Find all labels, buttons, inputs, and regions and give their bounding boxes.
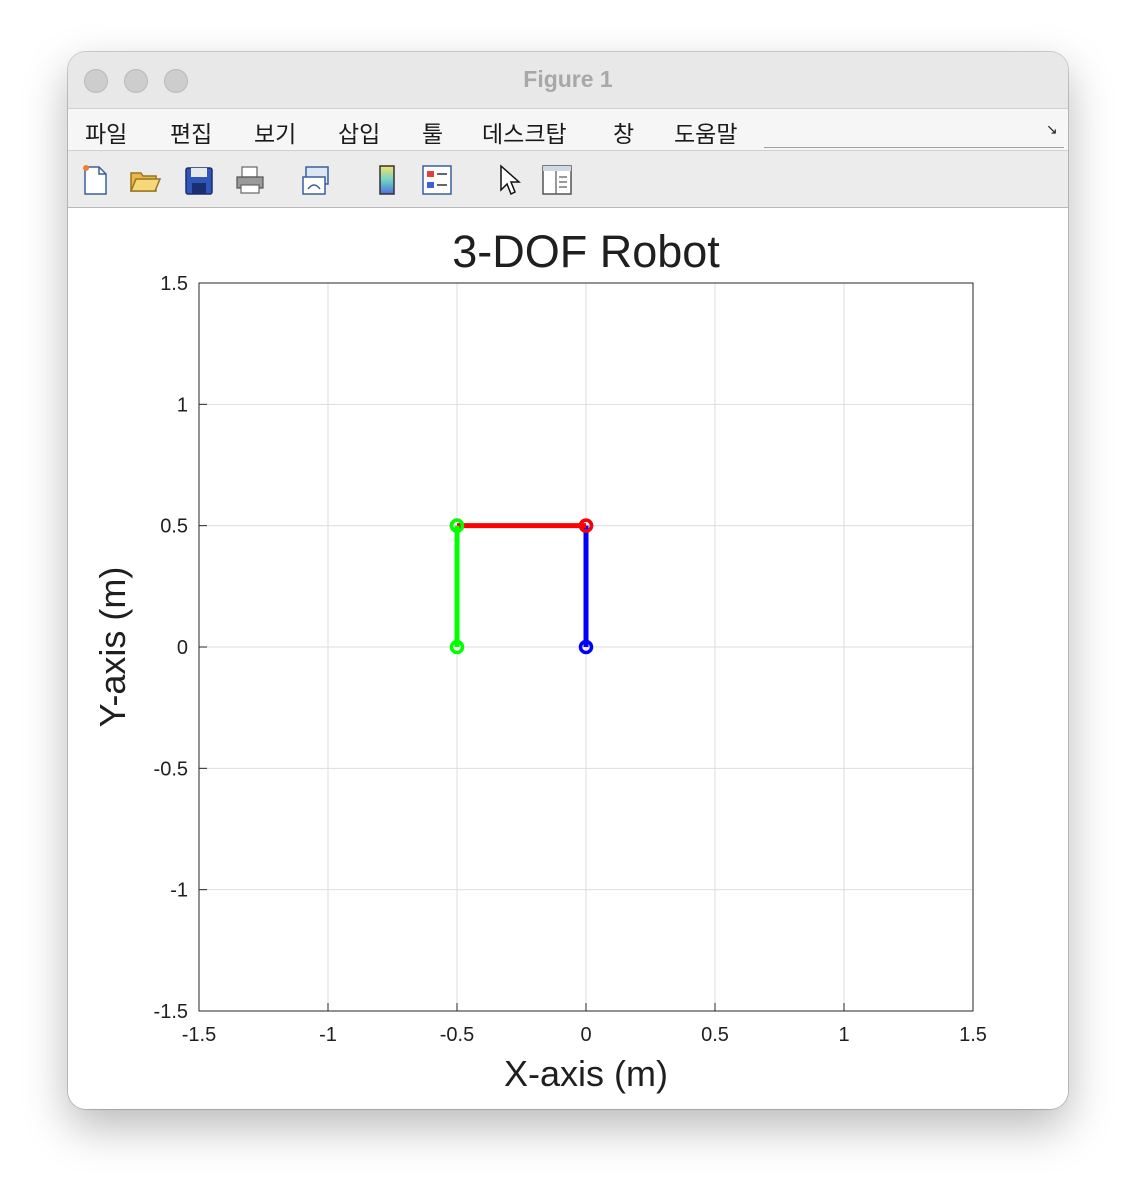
menu-file[interactable]: 파일 xyxy=(85,122,128,148)
x-tick-label: 0 xyxy=(580,1024,591,1046)
link-plot-icon[interactable] xyxy=(300,163,334,197)
x-axis-label: X-axis (m) xyxy=(504,1053,668,1094)
menu-view[interactable]: 보기 xyxy=(254,122,297,148)
y-tick-label: 0.5 xyxy=(160,516,188,538)
zoom-window-button[interactable] xyxy=(164,69,188,93)
menu-help[interactable]: 도움말 xyxy=(674,122,738,148)
joint-marker xyxy=(449,518,465,533)
figure-window: Figure 1 파일 편집 보기 삽입 툴 데스크탑 창 도움말 ↘ xyxy=(68,52,1068,1109)
joint-marker xyxy=(449,639,465,655)
y-tick-label: -1 xyxy=(170,880,188,902)
dock-arrow-icon[interactable]: ↘ xyxy=(1046,121,1058,137)
title-bar[interactable]: Figure 1 xyxy=(68,52,1068,109)
y-tick-label: -1.5 xyxy=(154,1001,188,1023)
joint-marker xyxy=(578,518,594,533)
minimize-window-button[interactable] xyxy=(124,69,148,93)
x-tick-label: 1.5 xyxy=(959,1024,987,1046)
joint-marker xyxy=(578,639,594,655)
plot-area: -1.5 -1 -0.5 0 0.5 1 1.5 -1.5 -1 -0.5 0 0.5 1 1.5 3-D… xyxy=(68,208,1068,1109)
figure-toolbar xyxy=(68,151,1068,208)
property-inspector-icon[interactable] xyxy=(540,163,574,197)
x-tick-label: 1 xyxy=(838,1024,849,1046)
legend-icon[interactable] xyxy=(420,163,454,197)
x-tick-label: -0.5 xyxy=(440,1024,474,1046)
menu-divider xyxy=(764,147,1064,148)
close-window-button[interactable] xyxy=(84,69,108,93)
menu-bar: 파일 편집 보기 삽입 툴 데스크탑 창 도움말 ↘ xyxy=(68,109,1068,151)
save-icon[interactable] xyxy=(182,163,216,197)
menu-tools[interactable]: 툴 xyxy=(422,122,444,148)
y-tick-label: 0 xyxy=(177,637,188,659)
print-icon[interactable] xyxy=(233,163,267,197)
y-axis-label: Y-axis (m) xyxy=(92,567,133,728)
colorbar-icon[interactable] xyxy=(370,163,404,197)
y-tick-label: 1 xyxy=(177,394,188,416)
chart-title: 3-DOF Robot xyxy=(452,226,720,277)
menu-edit[interactable]: 편집 xyxy=(170,122,213,148)
robot-plot[interactable]: -1.5 -1 -0.5 0 0.5 1 1.5 -1.5 -1 -0.5 0 0.5 1 1.5 3-D… xyxy=(68,208,1068,1109)
x-tick-label: 0.5 xyxy=(701,1024,729,1046)
menu-desktop[interactable]: 데스크탑 xyxy=(482,122,567,148)
menu-window[interactable]: 창 xyxy=(613,122,635,148)
open-file-icon[interactable] xyxy=(128,163,162,197)
y-tick-label: 1.5 xyxy=(160,273,188,295)
x-tick-label: -1.5 xyxy=(182,1024,216,1046)
menu-insert[interactable]: 삽입 xyxy=(338,122,381,148)
new-figure-icon[interactable] xyxy=(78,163,112,197)
pointer-icon[interactable] xyxy=(492,163,526,197)
y-tick-label: -0.5 xyxy=(154,758,188,780)
window-title: Figure 1 xyxy=(523,66,613,92)
x-tick-label: -1 xyxy=(319,1024,337,1046)
